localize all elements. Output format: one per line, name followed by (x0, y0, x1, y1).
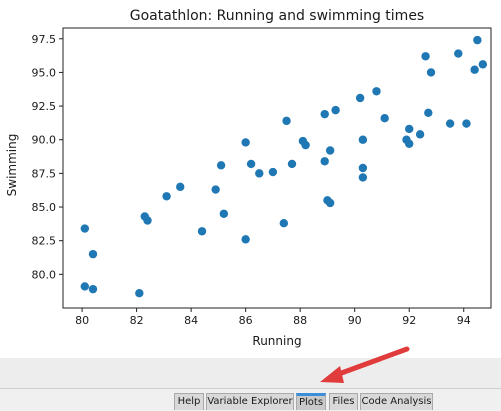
scatter-point (176, 182, 185, 192)
scatter-point (143, 216, 152, 225)
scatter-point (405, 124, 414, 134)
scatter-point (358, 163, 368, 173)
scatter-point (268, 167, 278, 177)
scatter-point (473, 35, 482, 45)
scatter-point (162, 192, 171, 201)
chart-title: Goatathlon: Running and swimming times (130, 8, 424, 24)
y-tick-label: 85.0 (32, 201, 57, 214)
scatter-points (80, 35, 488, 298)
scatter-point (135, 288, 144, 298)
y-tick-label: 87.5 (32, 167, 57, 180)
scatter-point (325, 146, 335, 155)
scatter-point (211, 185, 220, 194)
scatter-point (424, 108, 433, 118)
scatter-point (358, 135, 368, 144)
tab-plots[interactable]: Plots (296, 393, 326, 410)
x-tick-label: 82 (130, 314, 144, 327)
scatter-point (80, 282, 90, 291)
scatter-point (88, 284, 98, 294)
scatter-point (355, 93, 365, 103)
tab-variable-explorer[interactable]: Variable Explorer (206, 393, 294, 410)
scatter-point (88, 249, 98, 259)
scatter-point (241, 138, 250, 147)
scatter-point (282, 116, 291, 126)
scatter-point (216, 161, 226, 170)
y-tick-label: 90.0 (32, 134, 57, 147)
scatter-point (301, 140, 310, 150)
y-tick-label: 97.5 (32, 33, 57, 46)
x-tick-label: 80 (75, 314, 89, 327)
x-tick-label: 88 (293, 314, 307, 327)
y-tick-label: 95.0 (32, 66, 57, 79)
scatter-point (372, 87, 381, 96)
x-axis-label: Running (252, 334, 301, 348)
scatter-chart: Goatathlon: Running and swimming times R… (5, 8, 492, 348)
scatter-point (421, 52, 430, 61)
scatter-point (426, 68, 436, 77)
scatter-point (462, 119, 471, 128)
scatter-point (358, 173, 368, 182)
x-axis-ticks: 80 82 84 86 88 90 92 94 (75, 308, 471, 327)
scatter-point (470, 65, 479, 74)
pane-tab-bar: Help Variable Explorer Plots Files Code … (0, 388, 501, 411)
plots-pane: Goatathlon: Running and swimming times R… (5, 8, 492, 348)
scatter-point (454, 49, 463, 58)
scatter-point (219, 209, 229, 218)
scatter-point (325, 198, 335, 208)
scatter-point (405, 139, 414, 148)
scatter-point (415, 130, 425, 139)
x-tick-label: 90 (348, 314, 362, 327)
scatter-point (380, 113, 389, 123)
x-tick-label: 94 (457, 314, 471, 327)
tab-files[interactable]: Files (329, 393, 358, 410)
scatter-point (246, 159, 256, 169)
scatter-point (255, 169, 264, 178)
scatter-point (197, 227, 207, 236)
tab-code-analysis[interactable]: Code Analysis (360, 393, 433, 410)
tab-help[interactable]: Help (174, 393, 204, 410)
x-tick-label: 86 (239, 314, 253, 327)
scatter-point (320, 157, 329, 166)
y-tick-label: 92.5 (32, 100, 57, 113)
y-tick-label: 80.0 (32, 268, 57, 281)
plot-frame (62, 27, 492, 309)
x-tick-label: 84 (184, 314, 198, 327)
scatter-point (241, 235, 250, 244)
scatter-point (478, 60, 488, 69)
scatter-point (320, 109, 329, 119)
y-tick-label: 82.5 (32, 235, 57, 248)
scatter-point (445, 119, 455, 128)
scatter-point (287, 159, 297, 169)
pane-bottom-strip (0, 358, 501, 388)
scatter-point (80, 224, 90, 233)
x-tick-label: 92 (402, 314, 416, 327)
y-axis-ticks: 80.0 82.5 85.0 87.5 90.0 92.5 95.0 97.5 (32, 33, 63, 281)
y-axis-label: Swimming (5, 134, 19, 197)
scatter-point (331, 105, 340, 115)
scatter-point (279, 218, 289, 228)
